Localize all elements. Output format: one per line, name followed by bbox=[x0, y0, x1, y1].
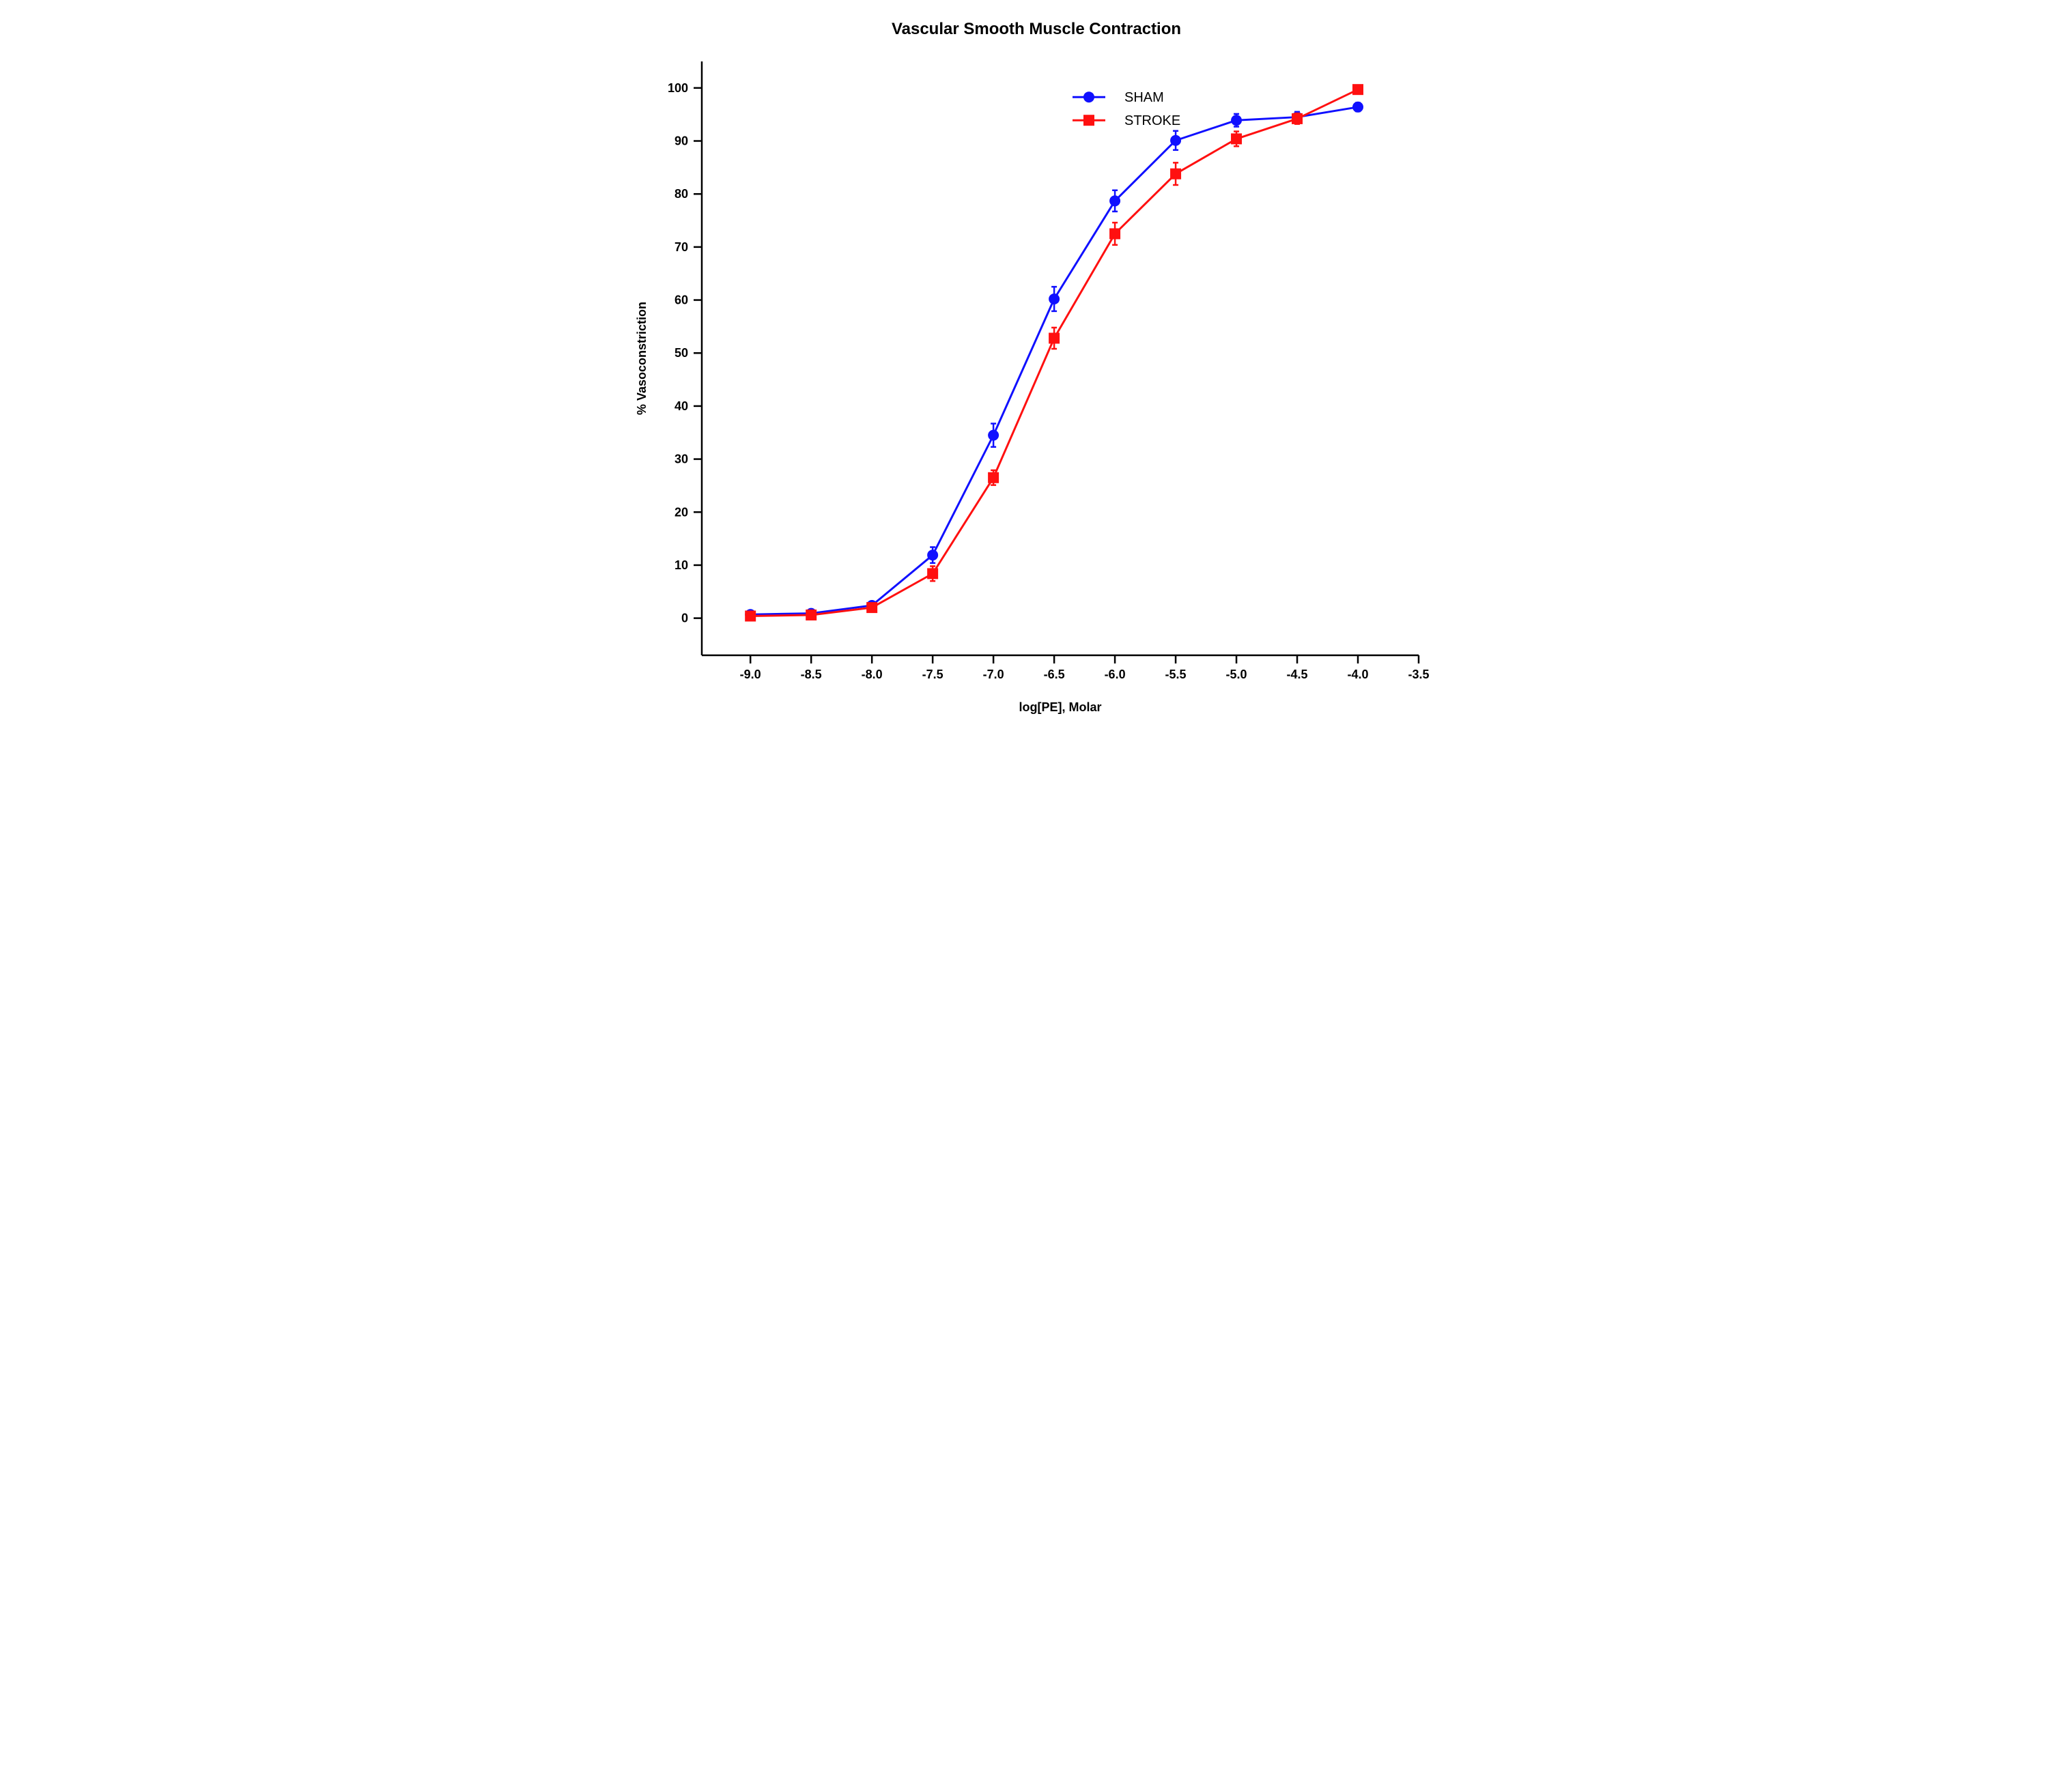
axes: -9.0 -8.5 -8.0 -7.5 -7.0 -6.5 -6.0 -5.5 -5.0 -4.5… bbox=[667, 61, 1429, 681]
y-tick-label: 10 bbox=[674, 558, 687, 572]
marker-square bbox=[1170, 169, 1181, 180]
marker-circle bbox=[1352, 102, 1363, 113]
x-axis-label: log[PE], Molar bbox=[1019, 700, 1101, 714]
legend-label: SHAM bbox=[1124, 90, 1164, 105]
marker-square bbox=[1109, 228, 1120, 239]
marker-square bbox=[1231, 133, 1242, 144]
series-line bbox=[750, 89, 1358, 616]
marker-square bbox=[1292, 113, 1303, 124]
chart-container: Vascular Smooth Muscle Contraction -9.0 -8… bbox=[0, 0, 2072, 737]
series-SHAM bbox=[745, 102, 1363, 620]
marker-square bbox=[745, 611, 756, 622]
chart-title: Vascular Smooth Muscle Contraction bbox=[891, 20, 1180, 38]
marker-circle bbox=[1170, 135, 1181, 146]
x-tick-label: -4.5 bbox=[1286, 668, 1307, 681]
marker-circle bbox=[988, 430, 999, 441]
x-tick-label: -3.5 bbox=[1408, 668, 1429, 681]
series-STROKE bbox=[745, 84, 1363, 621]
x-tick-label: -4.0 bbox=[1347, 668, 1368, 681]
y-tick-label: 90 bbox=[674, 134, 687, 148]
legend-label: STROKE bbox=[1124, 113, 1180, 128]
y-tick-label: 0 bbox=[681, 612, 687, 625]
x-tick-label: -6.5 bbox=[1043, 668, 1064, 681]
x-tick-label: -5.5 bbox=[1165, 668, 1186, 681]
y-tick-label: 20 bbox=[674, 505, 687, 519]
marker-circle bbox=[1049, 294, 1060, 304]
y-axis-label: % Vasoconstriction bbox=[635, 302, 649, 415]
x-tick-label: -8.0 bbox=[861, 668, 882, 681]
marker-square bbox=[927, 568, 938, 579]
marker-square bbox=[1083, 115, 1094, 126]
marker-circle bbox=[1083, 91, 1094, 102]
x-tick-label: -7.5 bbox=[922, 668, 943, 681]
y-tick-label: 100 bbox=[667, 81, 687, 95]
y-tick-label: 60 bbox=[674, 294, 687, 307]
marker-square bbox=[1049, 332, 1060, 343]
marker-square bbox=[1352, 84, 1363, 95]
y-tick-label: 80 bbox=[674, 187, 687, 201]
x-tick-label: -5.0 bbox=[1225, 668, 1247, 681]
y-tick-label: 70 bbox=[674, 240, 687, 254]
marker-circle bbox=[927, 549, 938, 560]
x-tick-label: -9.0 bbox=[739, 668, 761, 681]
marker-square bbox=[988, 472, 999, 483]
y-tick-label: 30 bbox=[674, 453, 687, 466]
marker-square bbox=[806, 610, 817, 620]
x-tick-label: -7.0 bbox=[982, 668, 1004, 681]
chart-svg: Vascular Smooth Muscle Contraction -9.0 -8… bbox=[627, 14, 1446, 724]
y-tick-label: 50 bbox=[674, 346, 687, 360]
marker-circle bbox=[1231, 115, 1242, 126]
series-line bbox=[750, 107, 1358, 614]
x-tick-label: -6.0 bbox=[1104, 668, 1125, 681]
y-tick-label: 40 bbox=[674, 399, 687, 413]
x-tick-label: -8.5 bbox=[800, 668, 821, 681]
marker-circle bbox=[1109, 195, 1120, 206]
legend: SHAM STROKE bbox=[1073, 90, 1180, 128]
marker-square bbox=[866, 602, 877, 613]
